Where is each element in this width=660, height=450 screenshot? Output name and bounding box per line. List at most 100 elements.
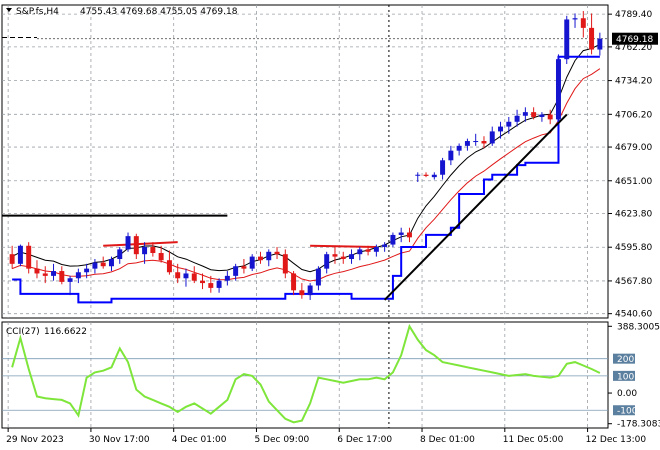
candle-body <box>92 262 98 269</box>
candle-body <box>224 275 230 281</box>
candle-body <box>241 266 247 269</box>
candle-body <box>514 115 520 122</box>
candle-body <box>84 268 90 273</box>
price-tick-label: 4706.20 <box>615 110 652 120</box>
candle-body <box>489 131 495 144</box>
candle-body <box>464 141 470 146</box>
candle-body <box>266 251 272 261</box>
lower-band-line <box>11 68 601 282</box>
cci-series <box>2 323 608 424</box>
price-tick-label: 4762.20 <box>615 43 652 53</box>
candle-body <box>481 141 487 144</box>
candle-body <box>332 254 338 257</box>
chart-header: S&P.fs,H4 4755.43 4769.68 4755.05 4769.1… <box>6 7 238 17</box>
candle-body <box>357 249 363 255</box>
time-tick-label: 29 Nov 2023 <box>6 435 64 445</box>
candle-body <box>17 245 23 264</box>
dropdown-triangle-icon[interactable] <box>6 8 12 12</box>
candle-body <box>249 256 255 269</box>
candle-body <box>506 121 512 127</box>
candle-body <box>373 246 379 252</box>
candle-body <box>539 114 545 117</box>
price-tick-label: 4789.40 <box>615 10 652 20</box>
time-tick-label: 5 Dec 09:00 <box>254 435 309 445</box>
price-tick-label: 4567.80 <box>615 277 652 287</box>
candle-body <box>51 271 57 276</box>
candle-body <box>547 114 553 120</box>
cci-line <box>11 323 601 424</box>
candlestick-series <box>9 11 603 300</box>
cci-tick-label: 0.00 <box>617 389 637 399</box>
candle-body <box>59 271 65 282</box>
candle-body <box>299 290 305 296</box>
ohlc-values: 4755.43 4769.68 4755.05 4769.18 <box>80 7 238 17</box>
candle-body <box>117 249 123 260</box>
time-tick-label: 12 Dec 13:00 <box>586 435 647 445</box>
candle-body <box>282 254 288 274</box>
candle-body <box>26 245 32 269</box>
cci-header: CCI(27) 116.6622 <box>6 327 87 337</box>
candle-body <box>166 260 172 273</box>
price-tick-label: 4734.20 <box>615 77 652 87</box>
time-tick-label: 30 Nov 17:00 <box>89 435 150 445</box>
red-resistance-step <box>103 241 178 247</box>
current-price-label: 4769.18 <box>616 35 653 45</box>
candle-body <box>175 272 181 279</box>
candle-body <box>555 59 561 120</box>
trailing-stop-line <box>12 55 600 304</box>
red-resistance-step <box>310 244 377 248</box>
candle-body <box>75 272 81 279</box>
candle-body <box>158 252 164 261</box>
candle-body <box>133 236 139 255</box>
candle-body <box>448 150 454 161</box>
candle-body <box>589 27 595 50</box>
candle-body <box>191 273 197 281</box>
cci-level-badge <box>613 353 635 364</box>
cci-value: 116.6622 <box>44 327 87 337</box>
candle-body <box>382 244 388 247</box>
candle-body <box>415 174 421 176</box>
candle-body <box>150 246 156 253</box>
cci-axis: 388.3005 200 100 0.00 -100 -178.3083 <box>608 322 660 430</box>
candle-body <box>67 278 73 282</box>
candle-body <box>216 280 222 288</box>
candle-body <box>406 232 412 238</box>
uptrend-line <box>383 113 568 301</box>
candle-body <box>9 254 15 264</box>
candle-body <box>531 112 537 117</box>
candle-body <box>580 18 586 28</box>
candle-body <box>431 174 437 178</box>
price-tick-label: 4623.80 <box>615 210 652 220</box>
candle-body <box>473 141 479 143</box>
cci-tick-label: 388.3005 <box>617 322 660 332</box>
price-panel-frame <box>1 4 609 319</box>
cci-name: CCI(27) <box>6 327 40 337</box>
candle-body <box>183 273 189 279</box>
candle-body <box>597 38 603 50</box>
cci-tick-label: -178.3083 <box>617 420 660 430</box>
price-tick-label: 4595.80 <box>615 243 652 253</box>
cci-level-badge <box>613 405 635 416</box>
cci-level-label: 100 <box>617 372 634 382</box>
candle-body <box>34 268 40 274</box>
candle-body <box>307 285 313 296</box>
candle-body <box>108 259 114 267</box>
candle-body <box>423 174 429 176</box>
candle-body <box>324 254 330 269</box>
candle-body <box>42 273 48 276</box>
candle-body <box>315 268 321 286</box>
candle-body <box>365 249 371 252</box>
candle-body <box>100 262 106 267</box>
symbol-label: S&P.fs,H4 <box>16 7 59 17</box>
candle-body <box>498 126 504 132</box>
time-tick-label: 8 Dec 01:00 <box>420 435 475 445</box>
cci-level-label: 200 <box>617 355 634 365</box>
candle-body <box>349 254 355 260</box>
time-tick-label: 6 Dec 17:00 <box>337 435 392 445</box>
price-tick-label: 4651.00 <box>615 177 652 187</box>
candle-body <box>257 256 263 261</box>
candle-body <box>200 280 206 284</box>
candle-body <box>564 19 570 60</box>
candle-body <box>142 246 148 255</box>
